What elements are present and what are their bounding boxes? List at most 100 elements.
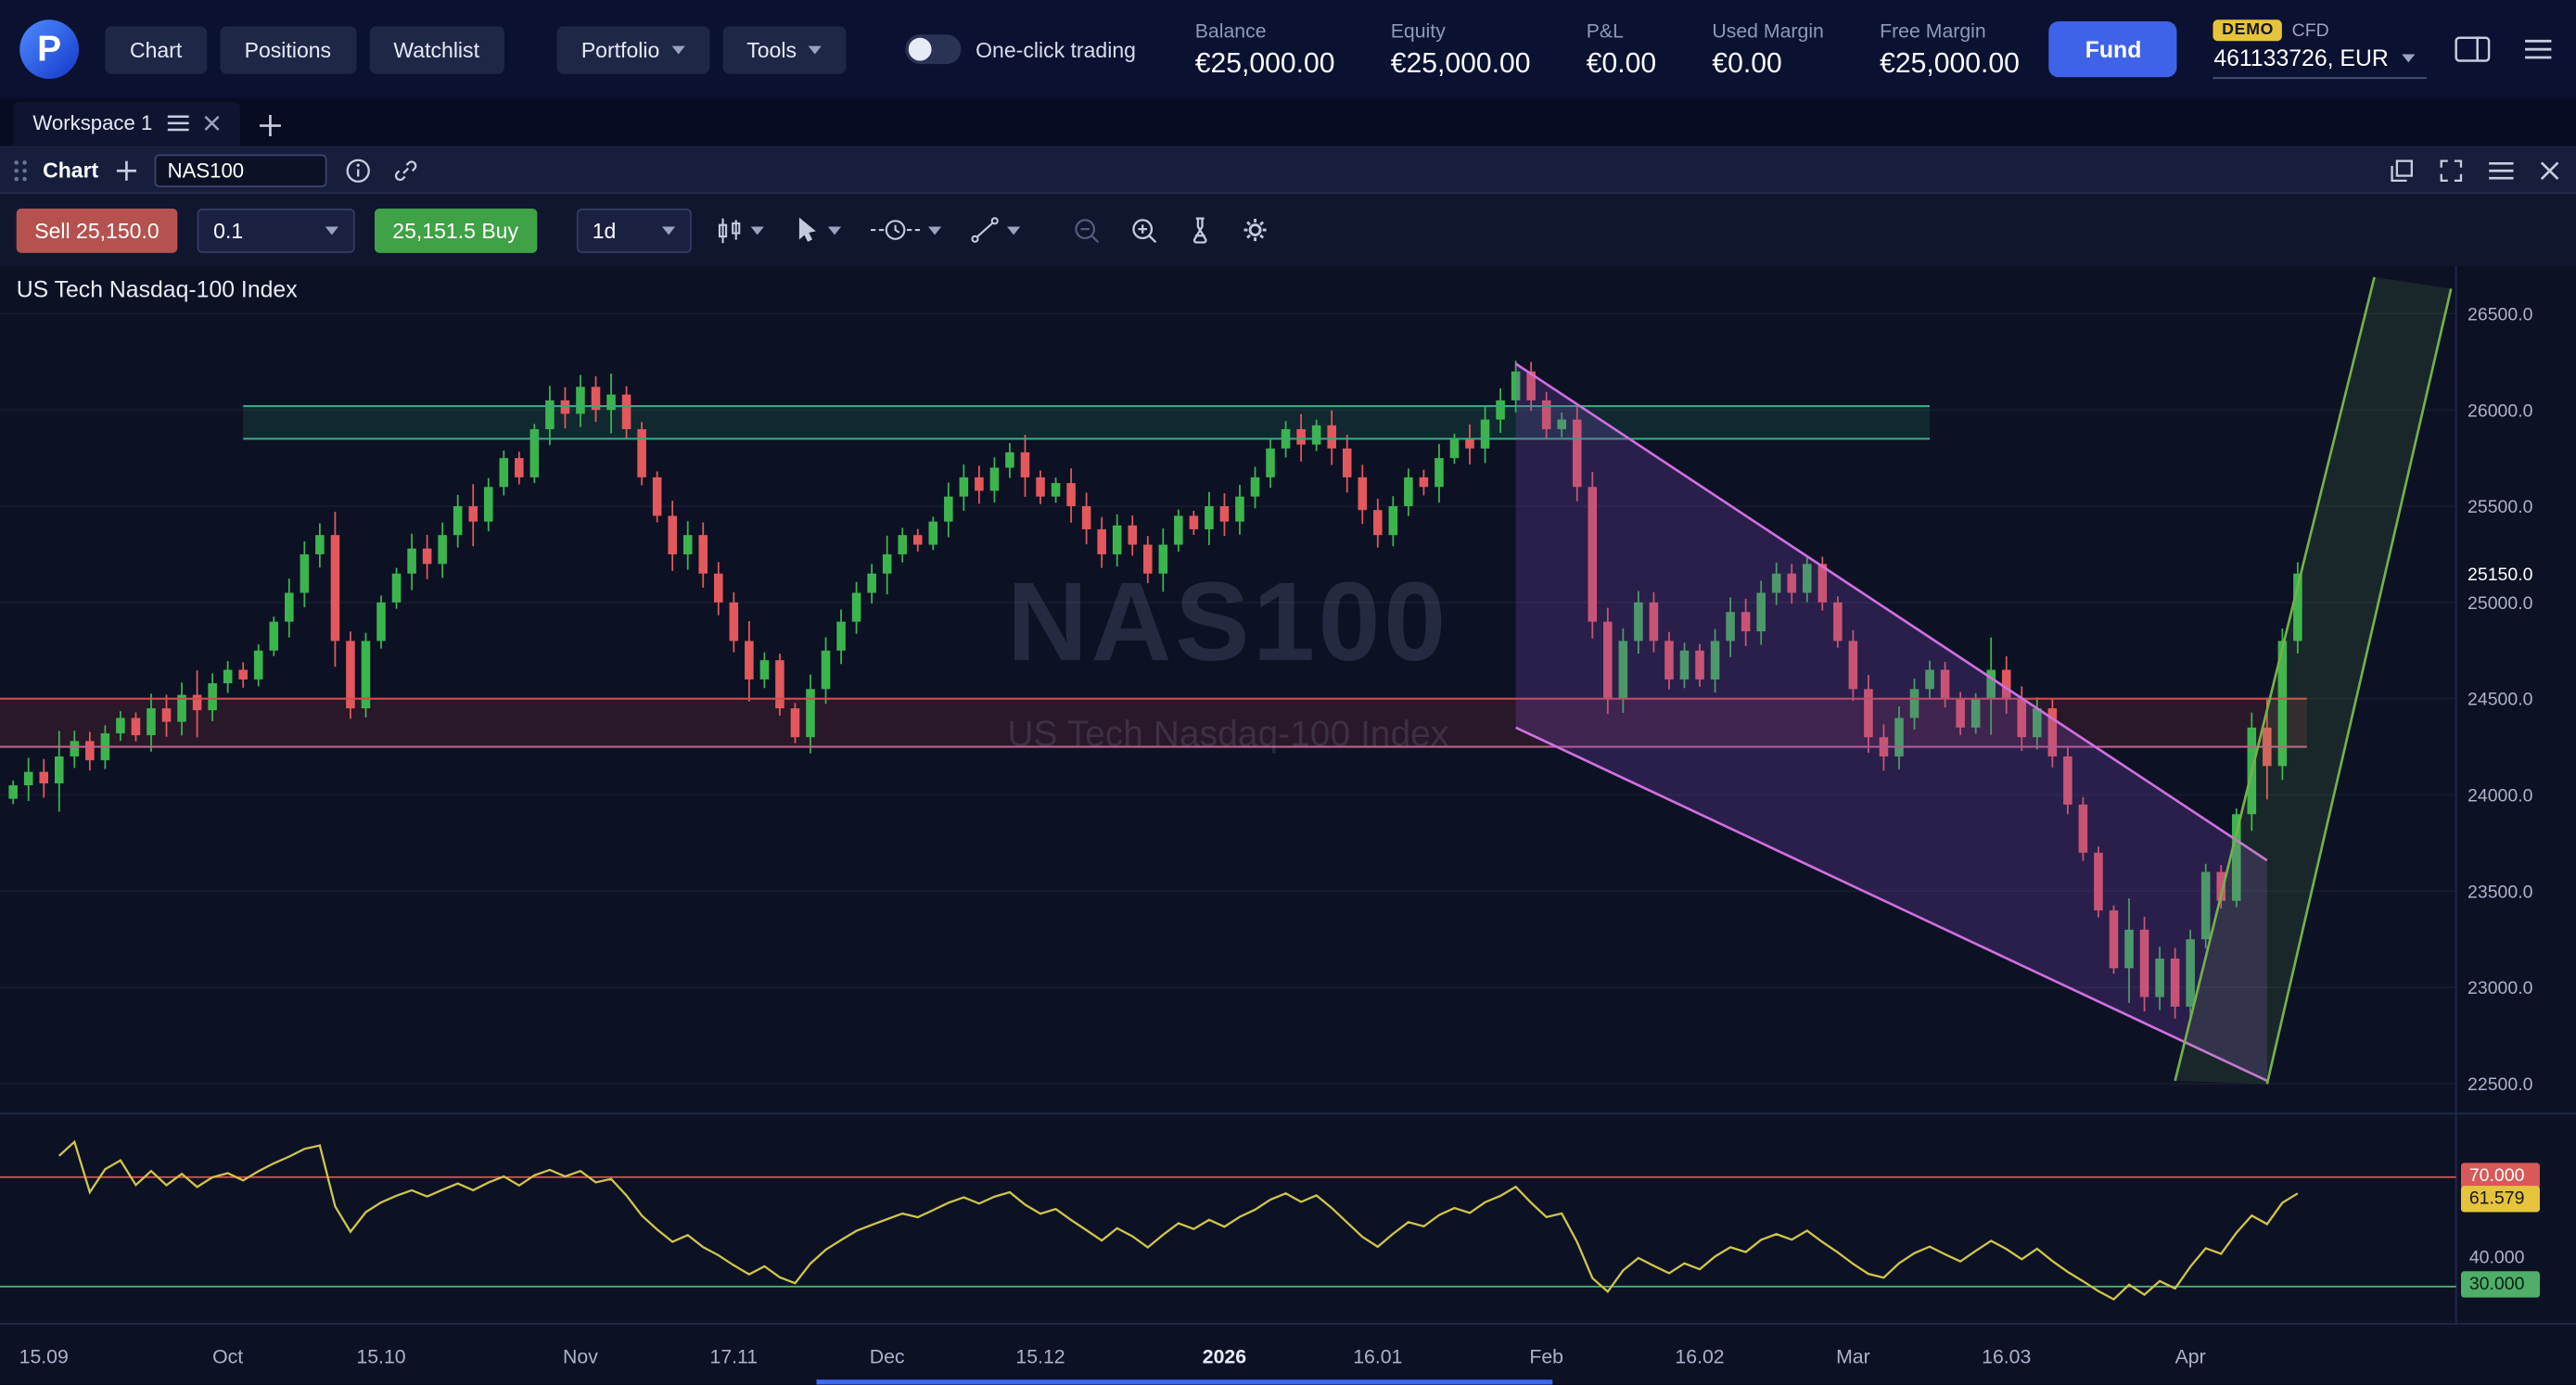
chevron-down-icon	[2401, 53, 2416, 62]
link-charts-button[interactable]	[389, 154, 422, 186]
one-click-toggle[interactable]	[904, 34, 962, 65]
drag-grip-icon[interactable]	[13, 159, 28, 182]
main-nav: Chart Positions Watchlist	[105, 25, 504, 73]
stat-used-margin: Used Margin €0.00	[1712, 19, 1824, 80]
svg-text:15.10: 15.10	[356, 1345, 405, 1367]
popout-button[interactable]	[2387, 155, 2417, 184]
svg-text:22500.0: 22500.0	[2468, 1074, 2533, 1095]
chart-menu-button[interactable]	[2486, 157, 2518, 183]
svg-text:Nov: Nov	[563, 1345, 598, 1367]
toggle-knob	[908, 37, 932, 61]
account-id: 461133726, EUR	[2213, 44, 2389, 71]
settings-button[interactable]	[1236, 212, 1272, 248]
link-icon	[394, 159, 417, 181]
app-logo[interactable]: P	[19, 19, 80, 80]
account-selector[interactable]: DEMO CFD 461133726, EUR	[2213, 19, 2428, 80]
svg-text:Feb: Feb	[1529, 1345, 1563, 1367]
flask-icon	[1192, 216, 1206, 243]
zoom-in-button[interactable]	[1125, 211, 1163, 249]
svg-text:Apr: Apr	[2175, 1345, 2206, 1367]
svg-text:25000.0: 25000.0	[2468, 593, 2533, 614]
horizontal-scrollbar[interactable]	[816, 1379, 1553, 1385]
nav-positions[interactable]: Positions	[220, 25, 356, 73]
rsi-upper-level-label: 70.000	[2460, 1162, 2541, 1189]
trendline-icon	[970, 217, 998, 243]
info-icon	[346, 158, 370, 183]
tools-menu[interactable]: Tools	[721, 25, 847, 73]
add-workspace-button[interactable]	[256, 111, 284, 139]
nav-chart[interactable]: Chart	[105, 25, 207, 73]
svg-text:2026: 2026	[1203, 1345, 1246, 1367]
workspace-close-icon[interactable]	[203, 115, 220, 132]
rsi-lower-level-label: 30.000	[2460, 1271, 2541, 1299]
chevron-down-icon	[325, 225, 338, 235]
workspace-menu-icon[interactable]	[167, 115, 189, 132]
svg-text:15.12: 15.12	[1015, 1345, 1065, 1367]
symbol-info-button[interactable]	[341, 154, 374, 186]
panel-layout-icon	[2455, 36, 2491, 62]
stat-label: Used Margin	[1712, 19, 1824, 43]
fullscreen-icon	[2440, 159, 2463, 182]
nav-watchlist[interactable]: Watchlist	[368, 25, 504, 73]
stat-label: P&L	[1586, 19, 1624, 43]
workspace-tab[interactable]: Workspace 1	[13, 101, 240, 146]
account-stats: Balance €25,000.00 Equity €25,000.00 P&L…	[1195, 19, 2020, 80]
session-clock-icon	[870, 220, 920, 240]
chart-window-header: Chart	[0, 147, 2576, 195]
chart-area: 26500.0 26000.0 25500.0 25000.0 24500.0 24000…	[0, 266, 2576, 1385]
quantity-select[interactable]: 0.1	[197, 208, 355, 252]
cursor-tool-select[interactable]	[788, 212, 846, 248]
stat-free-margin: Free Margin €25,000.00	[1880, 19, 2020, 80]
portfolio-menu[interactable]: Portfolio	[556, 25, 709, 73]
zoom-out-button[interactable]	[1067, 211, 1105, 249]
topbar-icons	[2451, 32, 2556, 65]
chevron-down-icon	[927, 225, 941, 235]
svg-text:Oct: Oct	[212, 1345, 243, 1367]
svg-text:26000.0: 26000.0	[2468, 400, 2533, 421]
session-clock-select[interactable]	[865, 212, 946, 248]
app-logo-letter: P	[37, 28, 62, 70]
svg-text:24000.0: 24000.0	[2468, 786, 2533, 807]
panel-layout-button[interactable]	[2451, 32, 2493, 65]
buy-button[interactable]: 25,151.5 Buy	[374, 208, 537, 252]
chevron-down-icon	[670, 44, 684, 54]
menu-icon	[2525, 39, 2552, 59]
svg-text:26500.0: 26500.0	[2468, 304, 2533, 324]
cursor-icon	[798, 217, 816, 242]
add-chart-tab-button[interactable]	[113, 157, 139, 183]
stat-label: Equity	[1390, 19, 1446, 43]
svg-text:15.09: 15.09	[19, 1345, 69, 1367]
plus-icon	[259, 115, 281, 137]
gear-icon	[1243, 218, 1266, 242]
zoom-out-icon	[1074, 218, 1099, 243]
chevron-down-icon	[827, 225, 841, 235]
timeframe-value: 1d	[592, 217, 617, 243]
main-menu-button[interactable]	[2520, 34, 2557, 64]
candle-style-select[interactable]	[710, 211, 768, 249]
fullscreen-button[interactable]	[2436, 155, 2466, 184]
menus: Portfolio Tools	[556, 25, 847, 73]
portfolio-menu-label: Portfolio	[580, 36, 660, 62]
candle-style-icon	[718, 217, 740, 243]
stat-value: €0.00	[1586, 46, 1657, 79]
trendline-tool-select[interactable]	[965, 212, 1025, 248]
chevron-down-icon	[749, 225, 764, 235]
topbar: P Chart Positions Watchlist Portfolio To…	[0, 0, 2576, 99]
account-type: CFD	[2291, 20, 2329, 41]
menu-icon	[2489, 161, 2514, 179]
timeframe-select[interactable]: 1d	[576, 208, 692, 252]
one-click-label: One-click trading	[976, 36, 1136, 62]
stat-value: €0.00	[1712, 46, 1782, 79]
indicators-button[interactable]	[1182, 211, 1217, 249]
price-chart[interactable]: 26500.0 26000.0 25500.0 25000.0 24500.0 24000…	[0, 266, 2576, 1385]
workspace-tab-label: Workspace 1	[32, 111, 153, 135]
trade-toolbar: Sell 25,150.0 0.1 25,151.5 Buy 1d	[0, 194, 2576, 267]
sell-button[interactable]: Sell 25,150.0	[16, 208, 178, 252]
close-chart-button[interactable]	[2536, 157, 2562, 183]
one-click-trading: One-click trading	[904, 34, 1136, 65]
svg-text:Mar: Mar	[1836, 1345, 1870, 1367]
fund-button[interactable]: Fund	[2048, 21, 2178, 78]
plus-icon	[116, 159, 136, 180]
symbol-input[interactable]	[154, 153, 327, 187]
